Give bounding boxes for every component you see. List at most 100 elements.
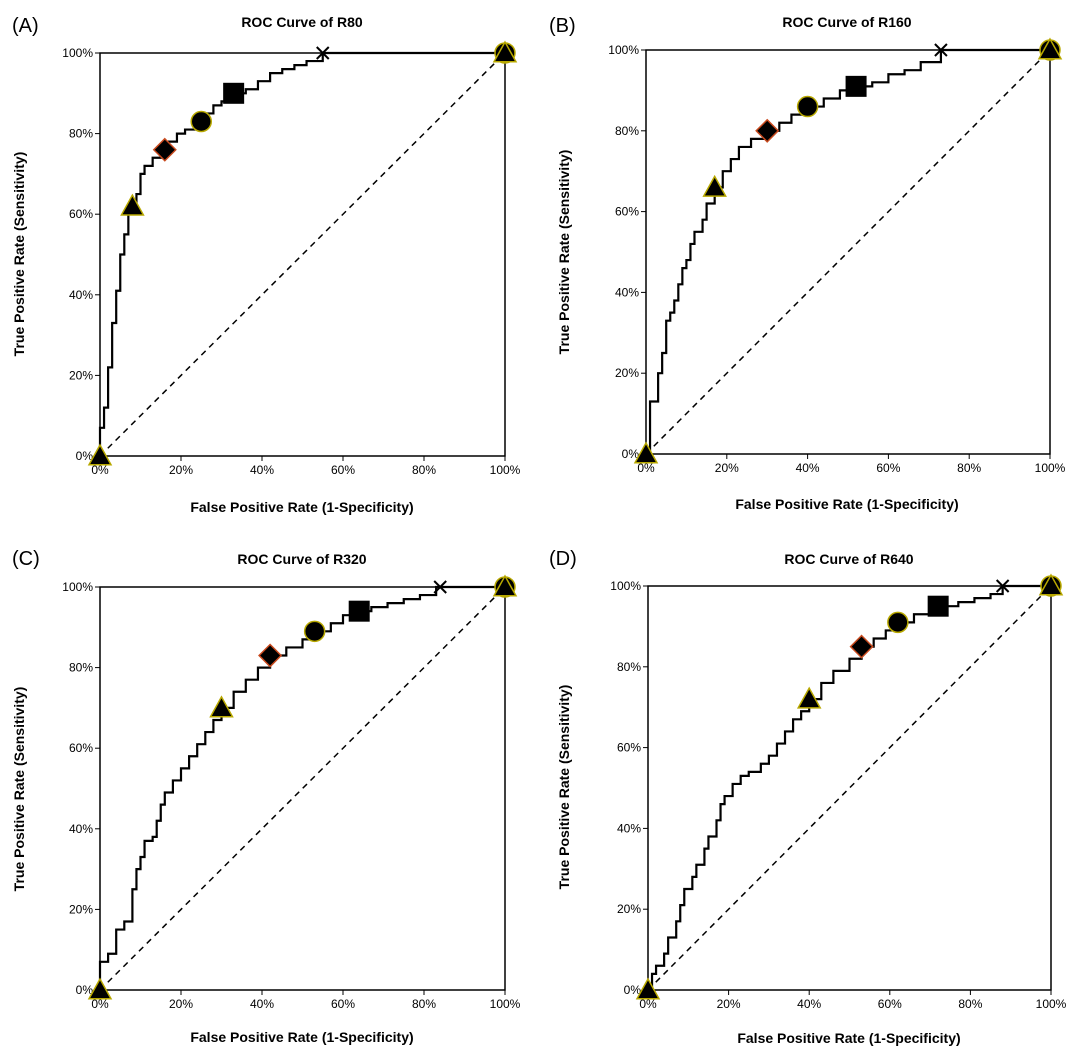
roc-panel-b: (B) ROC Curve of R160 False Positive Rat…: [537, 0, 1074, 525]
diamond-marker: [258, 643, 283, 668]
circle-marker: [190, 110, 212, 133]
y-tick-label: 20%: [617, 902, 641, 916]
x-tick-label: 60%: [331, 463, 355, 477]
x-tick-label: 20%: [715, 461, 739, 475]
x-marker: [433, 580, 447, 594]
chart-title: ROC Curve of R160: [782, 14, 911, 30]
square-marker: [927, 595, 949, 617]
x-tick-label: 20%: [169, 463, 193, 477]
x-axis-label: False Positive Rate (1-Specificity): [190, 1029, 413, 1045]
plot-frame: [645, 49, 1051, 455]
x-tick-label: 80%: [958, 997, 982, 1011]
roc-chart-b: (B) ROC Curve of R160 False Positive Rat…: [549, 14, 1066, 512]
y-tick-label: 80%: [615, 124, 639, 138]
x-tick-label: 60%: [331, 997, 355, 1011]
y-tick-label: 60%: [615, 205, 639, 219]
y-tick-label: 40%: [69, 288, 93, 302]
triangle-marker: [492, 40, 518, 63]
roc-chart-a: (A) ROC Curve of R80 False Positive Rate…: [11, 14, 521, 515]
triangle-marker: [702, 174, 727, 197]
triangle-marker: [796, 686, 822, 709]
panel-tag: (A): [12, 15, 39, 37]
x-tick-label: 80%: [412, 463, 436, 477]
panel-tag: (C): [12, 548, 40, 570]
x-tick-label: 40%: [797, 997, 821, 1011]
circle-marker: [887, 611, 909, 634]
plot-frame: [647, 585, 1052, 991]
y-tick-label: 80%: [617, 660, 641, 674]
x-tick-label: 20%: [717, 997, 741, 1011]
y-tick-label: 20%: [69, 368, 93, 382]
y-tick-label: 40%: [617, 821, 641, 835]
y-axis-label: True Positive Rate (Sensitivity): [556, 685, 572, 890]
triangle-marker: [633, 441, 659, 464]
panel-tag: (B): [549, 15, 576, 37]
chart-title: ROC Curve of R640: [784, 551, 913, 567]
triangle-marker: [1038, 573, 1064, 596]
y-tick-label: 20%: [69, 902, 93, 916]
circle-marker: [796, 95, 819, 118]
x-tick-label: 100%: [490, 997, 521, 1011]
reference-diagonal-line: [99, 52, 506, 457]
reference-diagonal-line: [645, 49, 1051, 455]
chart-title: ROC Curve of R320: [237, 551, 366, 567]
triangle-marker: [1037, 37, 1063, 60]
triangle-marker: [209, 695, 234, 718]
x-axis-label: False Positive Rate (1-Specificity): [190, 499, 413, 515]
triangle-marker: [87, 977, 113, 1000]
x-tick-label: 100%: [1036, 997, 1067, 1011]
y-axis-label: True Positive Rate (Sensitivity): [11, 152, 27, 357]
plot-frame: [99, 586, 506, 991]
x-tick-label: 80%: [412, 997, 436, 1011]
y-tick-label: 60%: [69, 207, 93, 221]
x-tick-label: 0%: [637, 461, 655, 475]
y-tick-label: 100%: [610, 579, 641, 593]
x-tick-label: 100%: [1035, 461, 1066, 475]
triangle-marker: [87, 443, 113, 466]
x-tick-label: 80%: [957, 461, 981, 475]
y-tick-label: 0%: [76, 983, 94, 997]
x-axis-label: False Positive Rate (1-Specificity): [737, 1030, 960, 1046]
roc-panel-d: (D) ROC Curve of R640 False Positive Rat…: [537, 525, 1074, 1050]
y-tick-label: 0%: [622, 447, 640, 461]
roc-panel-a: (A) ROC Curve of R80 False Positive Rate…: [0, 0, 537, 525]
circle-marker: [303, 620, 326, 643]
y-tick-label: 100%: [62, 46, 93, 60]
y-axis-label: True Positive Rate (Sensitivity): [556, 150, 572, 355]
x-marker: [995, 579, 1010, 593]
diamond-marker: [755, 118, 780, 143]
diamond-marker: [849, 634, 874, 659]
panel-tag: (D): [549, 548, 577, 570]
x-tick-label: 40%: [250, 997, 274, 1011]
square-marker: [223, 82, 245, 104]
plot-frame: [99, 52, 506, 457]
y-tick-label: 0%: [624, 983, 642, 997]
x-tick-label: 0%: [91, 997, 109, 1011]
x-tick-label: 100%: [490, 463, 521, 477]
x-tick-label: 20%: [169, 997, 193, 1011]
x-axis-label: False Positive Rate (1-Specificity): [735, 496, 958, 512]
square-marker: [348, 600, 370, 622]
x-tick-label: 0%: [639, 997, 657, 1011]
roc-curve-line: [646, 48, 1050, 456]
triangle-marker: [635, 977, 661, 1000]
x-marker: [316, 46, 330, 60]
y-tick-label: 100%: [608, 43, 639, 57]
y-axis-label: True Positive Rate (Sensitivity): [11, 687, 27, 892]
chart-title: ROC Curve of R80: [241, 14, 363, 30]
diamond-marker: [152, 137, 177, 162]
reference-diagonal-line: [647, 585, 1052, 991]
x-tick-label: 40%: [250, 463, 274, 477]
roc-chart-d: (D) ROC Curve of R640 False Positive Rat…: [549, 548, 1067, 1046]
roc-panel-c: (C) ROC Curve of R320 False Positive Rat…: [0, 525, 537, 1050]
roc-chart-c: (C) ROC Curve of R320 False Positive Rat…: [11, 548, 521, 1045]
y-tick-label: 80%: [69, 127, 93, 141]
x-tick-label: 0%: [91, 463, 109, 477]
y-tick-label: 20%: [615, 366, 639, 380]
triangle-marker: [492, 574, 518, 597]
y-tick-label: 0%: [76, 449, 94, 463]
x-tick-label: 40%: [796, 461, 820, 475]
x-tick-label: 60%: [878, 997, 902, 1011]
y-tick-label: 60%: [617, 741, 641, 755]
y-tick-label: 40%: [615, 285, 639, 299]
